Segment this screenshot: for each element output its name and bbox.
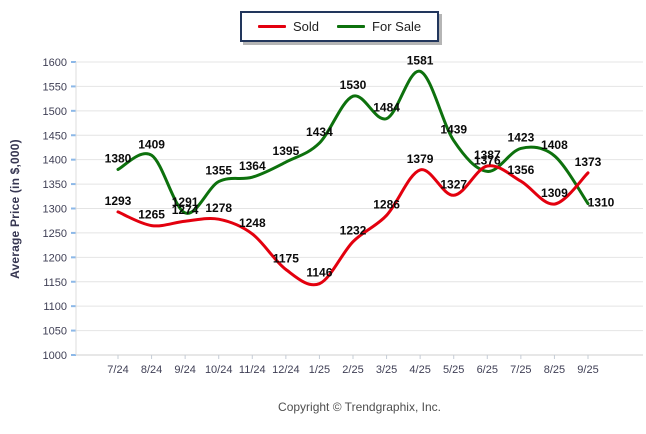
data-point-label: 1356 (508, 163, 535, 177)
data-point-label: 1327 (440, 177, 467, 191)
svg-text:10/24: 10/24 (205, 364, 233, 376)
data-point-label: 1274 (172, 203, 199, 217)
data-point-label: 1373 (575, 155, 602, 169)
data-point-label: 1293 (105, 194, 132, 208)
sold-line (116, 164, 590, 287)
data-point-label: 1291 (172, 195, 199, 209)
data-point-label: 1484 (373, 101, 400, 115)
svg-text:4/25: 4/25 (409, 364, 430, 376)
gridlines (71, 61, 643, 356)
for-sale-line-swatch (337, 25, 366, 28)
data-point-label: 1408 (541, 138, 568, 152)
svg-text:1550: 1550 (43, 81, 67, 93)
svg-text:8/25: 8/25 (544, 364, 565, 376)
data-point-label: 1310 (588, 196, 615, 210)
data-point-label: 1232 (340, 224, 367, 238)
data-point-label: 1380 (105, 151, 132, 165)
data-point-label: 1379 (407, 152, 434, 166)
data-point-label: 1265 (138, 208, 165, 222)
svg-text:1050: 1050 (43, 326, 67, 338)
svg-text:3/25: 3/25 (376, 364, 397, 376)
y-axis-labels: 1000 1050 1100 1150 1200 1250 1300 1350 1400 1450… (43, 57, 67, 362)
svg-text:1400: 1400 (43, 155, 67, 167)
data-point-label: 1248 (239, 216, 266, 230)
legend-label: Sold (293, 19, 320, 34)
svg-text:1250: 1250 (43, 228, 67, 240)
data-point-label: 1278 (205, 201, 232, 215)
data-point-label: 1376 (474, 153, 501, 167)
data-point-label: 1581 (407, 53, 434, 67)
data-point-label: 1309 (541, 186, 568, 200)
sold-value-labels: 1293 1265 1274 1278 1248 1175 1146 1232 1286 1379… (105, 148, 602, 280)
data-point-label: 1286 (373, 197, 400, 211)
data-point-label: 1439 (440, 123, 467, 137)
svg-text:1150: 1150 (43, 277, 67, 289)
svg-text:6/25: 6/25 (477, 364, 498, 376)
svg-text:1/25: 1/25 (309, 364, 330, 376)
svg-text:7/24: 7/24 (107, 364, 128, 376)
legend-item-sold: Sold (258, 19, 319, 34)
legend-label: For Sale (372, 19, 422, 34)
for-sale-value-labels: 1380 1409 1291 1355 1364 1395 1434 1530 1484 1581… (105, 53, 615, 209)
data-point-label: 1146 (306, 266, 332, 280)
legend: Sold For Sale (240, 11, 440, 42)
svg-text:9/25: 9/25 (577, 364, 598, 376)
data-point-label: 1387 (474, 148, 501, 162)
for-sale-line (116, 69, 590, 215)
svg-text:1350: 1350 (43, 179, 67, 191)
svg-text:5/25: 5/25 (443, 364, 464, 376)
svg-text:12/24: 12/24 (272, 364, 300, 376)
data-point-label: 1364 (239, 159, 266, 173)
data-point-label: 1423 (508, 130, 535, 144)
svg-text:1100: 1100 (43, 301, 67, 313)
data-point-label: 1355 (205, 164, 232, 178)
svg-text:9/24: 9/24 (174, 364, 195, 376)
x-axis-labels: 7/24 8/24 9/24 10/24 11/24 12/24 1/25 2/25 3/25 4… (107, 355, 599, 376)
svg-text:1000: 1000 (43, 350, 67, 362)
legend-item-for-sale: For Sale (337, 19, 421, 34)
svg-text:1200: 1200 (43, 252, 67, 264)
svg-text:1600: 1600 (43, 57, 67, 69)
sold-line-swatch (258, 25, 286, 28)
svg-text:1450: 1450 (43, 130, 67, 142)
svg-text:2/25: 2/25 (342, 364, 363, 376)
data-point-label: 1434 (306, 125, 333, 139)
data-point-label: 1175 (273, 252, 299, 266)
copyright-text: Copyright © Trendgraphix, Inc. (278, 400, 441, 414)
data-point-label: 1530 (340, 78, 367, 92)
svg-text:1300: 1300 (43, 204, 67, 216)
data-point-label: 1395 (273, 144, 300, 158)
svg-text:1500: 1500 (43, 106, 67, 118)
data-point-label: 1409 (138, 137, 165, 151)
svg-text:7/25: 7/25 (510, 364, 531, 376)
svg-text:8/24: 8/24 (141, 364, 162, 376)
svg-text:11/24: 11/24 (239, 364, 266, 376)
